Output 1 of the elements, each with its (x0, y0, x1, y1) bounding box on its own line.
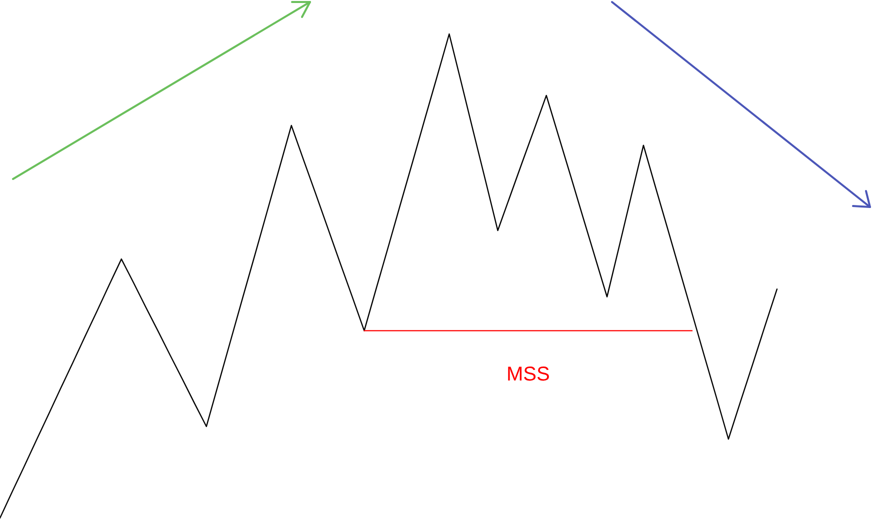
series-label: MSS (506, 364, 550, 386)
